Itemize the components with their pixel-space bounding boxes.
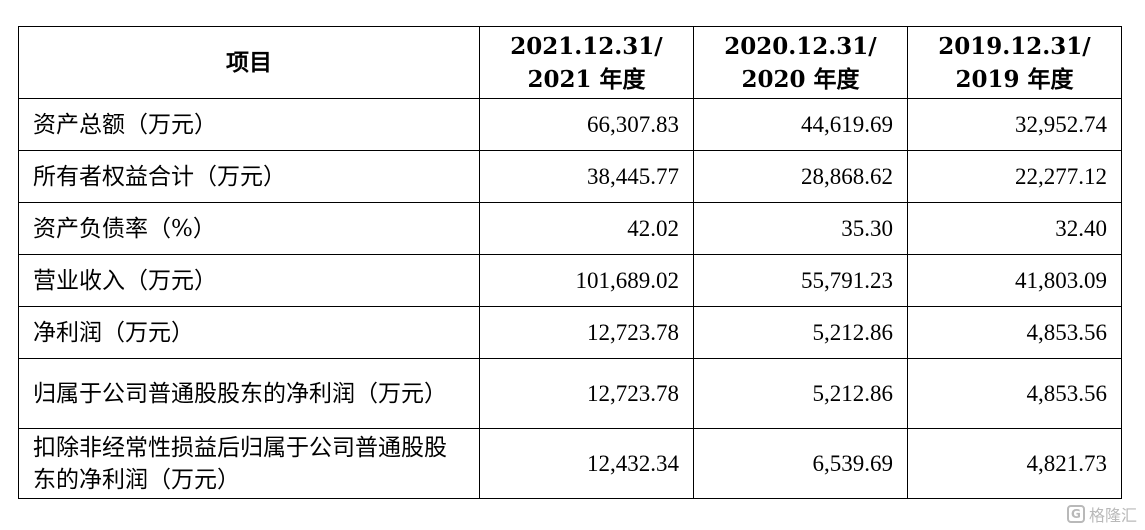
header-2020-year: 2020 年度 [741, 65, 860, 93]
row-label: 营业收入（万元） [18, 254, 480, 307]
cell-2019: 4,853.56 [907, 306, 1122, 359]
cell-2021: 42.02 [479, 202, 694, 255]
row-label: 资产负债率（%） [18, 202, 480, 255]
header-2020-date: 2020.12.31/ [724, 32, 877, 60]
header-2021: 2021.12.31/ 2021 年度 [479, 26, 694, 99]
header-item: 项目 [18, 26, 480, 99]
cell-2021: 101,689.02 [479, 254, 694, 307]
cell-2021: 12,723.78 [479, 306, 694, 359]
row-label: 所有者权益合计（万元） [18, 150, 480, 203]
row-label: 净利润（万元） [18, 306, 480, 359]
header-2019-year: 2019 年度 [955, 65, 1074, 93]
header-2019: 2019.12.31/ 2019 年度 [907, 26, 1122, 99]
header-2021-year: 2021 年度 [527, 65, 646, 93]
cell-2019: 32,952.74 [907, 98, 1122, 151]
table-header-row: 项目 2021.12.31/ 2021 年度 2020.12.31/ 2020 … [18, 26, 1122, 99]
cell-2019: 4,821.73 [907, 428, 1122, 499]
cell-2020: 55,791.23 [693, 254, 908, 307]
cell-2020: 44,619.69 [693, 98, 908, 151]
header-2021-date: 2021.12.31/ [510, 32, 663, 60]
watermark: G 格隆汇 [1066, 502, 1137, 526]
cell-2021: 66,307.83 [479, 98, 694, 151]
table-row-net-profit-attributable: 归属于公司普通股股东的净利润（万元） 12,723.78 5,212.86 4,… [18, 358, 1122, 429]
cell-2019: 32.40 [907, 202, 1122, 255]
cell-2020: 5,212.86 [693, 306, 908, 359]
table-row-revenue: 营业收入（万元） 101,689.02 55,791.23 41,803.09 [18, 254, 1122, 307]
cell-2021: 12,723.78 [479, 358, 694, 429]
header-2020: 2020.12.31/ 2020 年度 [693, 26, 908, 99]
watermark-text: 格隆汇 [1088, 506, 1137, 525]
table-row-total-assets: 资产总额（万元） 66,307.83 44,619.69 32,952.74 [18, 98, 1122, 151]
table-row-net-profit-excl-nonrecurring: 扣除非经常性损益后归属于公司普通股股东的净利润（万元） 12,432.34 6,… [18, 428, 1122, 499]
cell-2021: 38,445.77 [479, 150, 694, 203]
row-label: 归属于公司普通股股东的净利润（万元） [18, 358, 480, 429]
cell-2020: 5,212.86 [693, 358, 908, 429]
cell-2020: 6,539.69 [693, 428, 908, 499]
header-2019-date: 2019.12.31/ [938, 32, 1091, 60]
cell-2020: 35.30 [693, 202, 908, 255]
table-row-debt-ratio: 资产负债率（%） 42.02 35.30 32.40 [18, 202, 1122, 255]
financial-summary-table: 项目 2021.12.31/ 2021 年度 2020.12.31/ 2020 … [18, 26, 1122, 499]
cell-2021: 12,432.34 [479, 428, 694, 499]
cell-2020: 28,868.62 [693, 150, 908, 203]
table-row-net-profit: 净利润（万元） 12,723.78 5,212.86 4,853.56 [18, 306, 1122, 359]
cell-2019: 4,853.56 [907, 358, 1122, 429]
gelonghui-logo-icon: G [1066, 505, 1085, 523]
cell-2019: 41,803.09 [907, 254, 1122, 307]
table-row-total-equity: 所有者权益合计（万元） 38,445.77 28,868.62 22,277.1… [18, 150, 1122, 203]
row-label: 扣除非经常性损益后归属于公司普通股股东的净利润（万元） [18, 428, 480, 499]
cell-2019: 22,277.12 [907, 150, 1122, 203]
row-label: 资产总额（万元） [18, 98, 480, 151]
